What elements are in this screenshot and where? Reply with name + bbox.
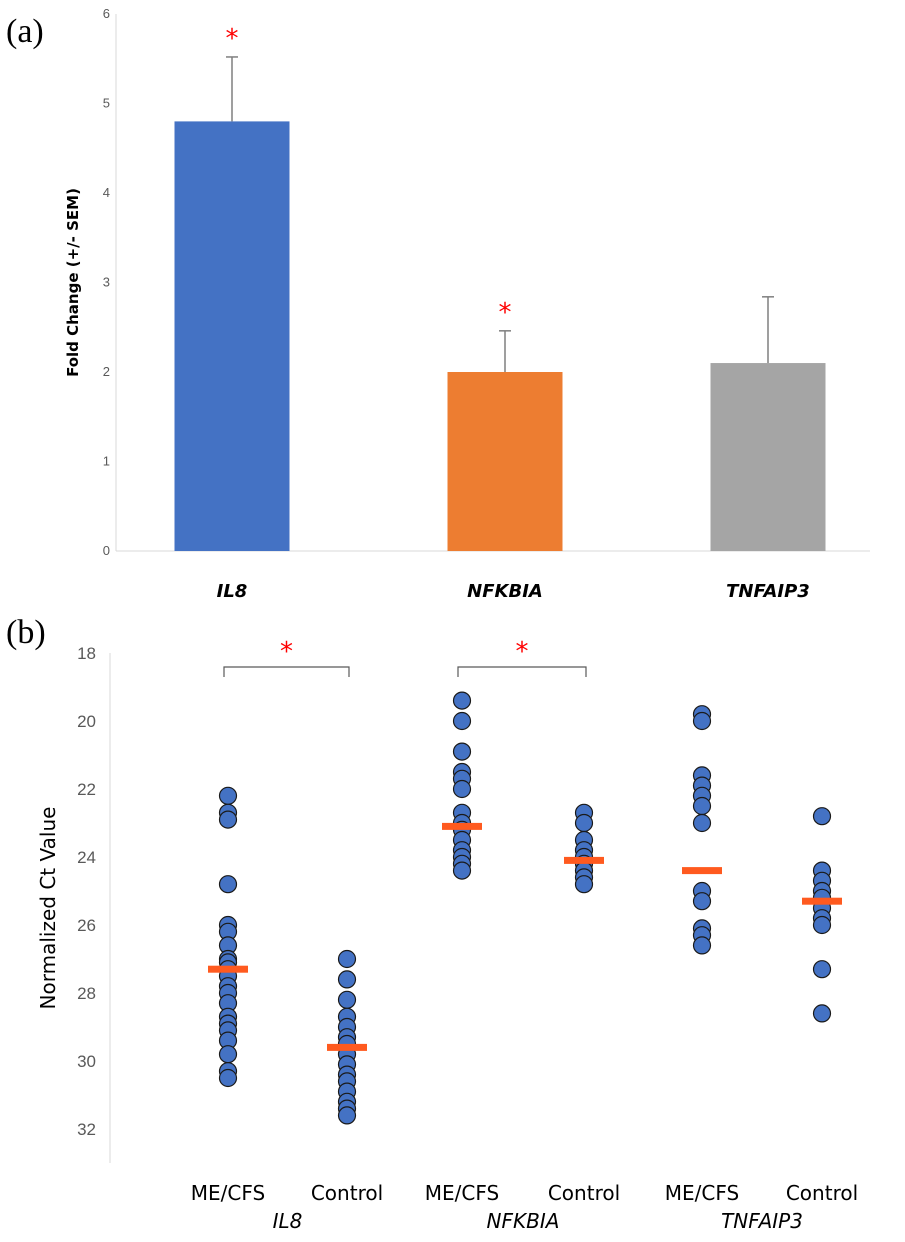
panel-b-data-point (337, 970, 357, 989)
panel-b-data-point (452, 711, 472, 731)
panel-b-y-axis-label: Normalized Ct Value (36, 807, 60, 1010)
panel-b-data-point (337, 949, 357, 969)
panel-b-y-tick-label: 22 (77, 780, 96, 799)
panel-b-significance-bracket (457, 666, 587, 677)
panel-b-y-tick-label: 20 (77, 712, 96, 731)
panel-b-significance-star: * (280, 637, 293, 667)
panel-a-y-tick-label: 3 (103, 275, 110, 290)
panel-b-data-point (218, 875, 238, 894)
panel-b-mean-marker (327, 1043, 367, 1051)
panel-a-bar (710, 363, 826, 551)
panel-b-data-point (692, 813, 712, 833)
panel-b-y-tick-label: 32 (77, 1120, 96, 1139)
panel-b-mean-marker (682, 867, 722, 875)
panel-b-group-label: Control (548, 1181, 620, 1205)
panel-b-mean-marker (208, 965, 248, 973)
panel-b-group-label: ME/CFS (425, 1181, 499, 1205)
panel-b-data-point (812, 960, 832, 979)
panel-b-data-point (692, 936, 712, 955)
panel-b-gene-label: TNFAIP3 (721, 1209, 803, 1233)
panel-b-scatter-plot: (b) Normalized Ct Value 18 20 22 24 26 28 30 32… (6, 614, 858, 1233)
panel-b-group-label: Control (311, 1181, 383, 1205)
panel-b-data-point (452, 861, 472, 880)
panel-b-data-point (452, 779, 472, 799)
panel-b-y-tick-label: 30 (77, 1052, 96, 1071)
panel-b-y-tick-label: 24 (77, 848, 96, 867)
panel-b-y-tick-label: 18 (77, 644, 96, 663)
panel-a-y-tick-label: 1 (103, 454, 110, 469)
panel-b-group-label: Control (786, 1181, 858, 1205)
panel-b-y-tick-label: 28 (77, 984, 96, 1003)
panel-b-data-point (574, 813, 594, 833)
panel-b-data-point (218, 786, 238, 805)
panel-a-bar-chart: (a) Fold Change (+/- SEM) 0 1 2 3 4 5 6 * * IL8… (6, 6, 870, 602)
panel-b-data-point (574, 875, 594, 894)
panel-a-significance-star: * (226, 24, 239, 54)
panel-a-y-tick-label: 6 (103, 6, 110, 21)
panel-a-bar (447, 372, 563, 551)
panel-b-data-point (337, 1106, 357, 1125)
panel-b-data-point (337, 990, 357, 1009)
panel-a-category-label: TNFAIP3 (726, 581, 810, 602)
panel-b-significance-star: * (516, 637, 529, 667)
panel-a-significance-star: * (499, 298, 512, 328)
panel-b-group-label: ME/CFS (191, 1181, 265, 1205)
panel-b-group-label: ME/CFS (665, 1181, 739, 1205)
panel-b-data-point (692, 892, 712, 911)
panel-a-y-tick-label: 4 (103, 185, 110, 200)
panel-b-gene-label: NFKBIA (487, 1209, 560, 1233)
panel-b-data-point (812, 915, 832, 935)
panel-b-data-point (692, 796, 712, 816)
panel-a-y-tick-label: 2 (103, 364, 110, 379)
panel-b-mean-marker (802, 897, 842, 905)
panel-b-data-point (218, 1045, 238, 1064)
panel-b-data-point (452, 742, 472, 761)
panel-b-data-point (812, 1004, 832, 1023)
panel-b-significance-bracket (223, 666, 350, 677)
panel-a-y-tick-label: 5 (103, 96, 110, 111)
panel-a-label: (a) (6, 13, 44, 50)
panel-b-data-point (218, 810, 238, 829)
panel-a-category-label: IL8 (217, 581, 248, 602)
panel-b-data-point (452, 691, 472, 710)
panel-b-label: (b) (6, 614, 46, 651)
panel-b-y-tick-label: 26 (77, 916, 96, 935)
panel-b-mean-marker (564, 856, 604, 864)
panel-b-data-point (812, 807, 832, 826)
panel-a-y-axis-label: Fold Change (+/- SEM) (64, 188, 82, 377)
panel-a-category-label: NFKBIA (467, 581, 543, 602)
panel-b-gene-label: IL8 (273, 1209, 303, 1233)
panel-a-bar (174, 121, 290, 552)
panel-b-data-point (692, 711, 712, 731)
panel-b-data-point (218, 1068, 238, 1088)
panel-a-y-tick-label: 0 (103, 543, 110, 558)
panel-b-mean-marker (442, 822, 482, 830)
